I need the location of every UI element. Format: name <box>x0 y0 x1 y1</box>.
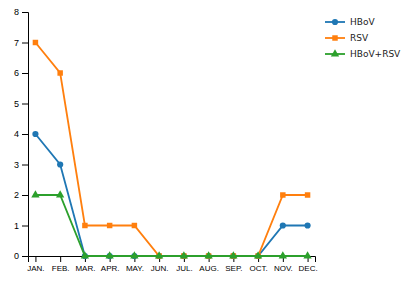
series-line <box>35 195 307 256</box>
marks <box>31 40 311 259</box>
x-tick-mark <box>60 256 61 262</box>
y-tick: 5 <box>14 99 28 109</box>
series-point <box>105 251 113 258</box>
y-tick: 3 <box>14 160 28 170</box>
series-point <box>57 70 62 75</box>
legend-label: HBoV <box>350 17 375 27</box>
x-axis: JAN. FEB. MAR. APR. MAY. JUN. JUL. AUG. SEP. OCT.… <box>27 256 317 273</box>
y-tick-mark <box>22 104 28 105</box>
series-point <box>304 222 310 228</box>
x-tick-label: APR. <box>101 264 120 273</box>
legend-item: HBoV+RSV <box>325 49 401 59</box>
series-point <box>229 251 237 258</box>
series-point <box>132 223 137 228</box>
y-tick: 6 <box>14 68 28 78</box>
legend-item: RSV <box>325 33 369 43</box>
series <box>33 40 311 259</box>
series-point <box>254 251 262 258</box>
y-tick-mark <box>22 195 28 196</box>
y-tick: 2 <box>14 190 28 200</box>
y-tick-mark <box>22 165 28 166</box>
series <box>31 190 311 258</box>
y-tick-mark <box>22 12 28 13</box>
x-tick-label: SEP. <box>225 264 242 273</box>
y-tick-label: 3 <box>14 160 19 170</box>
legend-marker <box>331 49 339 56</box>
x-tick-label: JUL. <box>176 264 192 273</box>
y-axis: 0 1 2 3 4 5 6 7 8 <box>14 7 29 261</box>
y-tick: 1 <box>14 221 28 231</box>
series-point <box>180 251 188 258</box>
x-tick-label: MAY. <box>126 264 144 273</box>
legend-marker <box>332 35 337 40</box>
x-tick: NOV. <box>274 256 293 273</box>
x-tick: FEB. <box>52 256 70 273</box>
y-tick-label: 0 <box>14 251 19 261</box>
y-axis-line <box>22 13 29 257</box>
x-tick-label: FEB. <box>52 264 70 273</box>
x-tick-label: OCT. <box>249 264 267 273</box>
series-point <box>305 192 310 197</box>
series-point <box>279 251 287 258</box>
x-tick-label: AUG. <box>199 264 219 273</box>
x-tick-label: MAR. <box>75 264 95 273</box>
series-point <box>82 223 87 228</box>
y-tick-label: 6 <box>14 68 19 78</box>
y-tick: 8 <box>14 7 28 17</box>
y-tick: 7 <box>14 38 28 48</box>
x-tick-label: JUN. <box>151 264 169 273</box>
series-point <box>31 190 39 197</box>
series-point <box>81 251 89 258</box>
series-line <box>35 134 307 256</box>
series-point <box>155 251 163 258</box>
plot: JAN. FEB. MAR. APR. MAY. JUN. JUL. AUG. SEP. OCT.… <box>14 7 318 272</box>
y-tick-label: 1 <box>14 221 19 231</box>
series-point <box>130 251 138 258</box>
legend: HBoV RSV HBoV+RSV <box>325 17 401 59</box>
x-tick-label: JAN. <box>27 264 44 273</box>
y-tick-label: 2 <box>14 190 19 200</box>
chart: JAN. FEB. MAR. APR. MAY. JUN. JUL. AUG. SEP. OCT.… <box>0 0 407 282</box>
y-tick-mark <box>22 256 28 257</box>
x-tick-label: NOV. <box>274 264 293 273</box>
y-tick-mark <box>22 134 28 135</box>
series-point <box>107 223 112 228</box>
series-point <box>280 222 286 228</box>
x-axis-line <box>29 257 316 263</box>
x-tick-mark <box>35 256 36 262</box>
x-tick-label: DEC. <box>299 264 318 273</box>
legend-label: HBoV+RSV <box>350 49 401 59</box>
y-tick: 0 <box>14 251 28 261</box>
y-tick-label: 4 <box>14 129 19 139</box>
legend-item: HBoV <box>325 17 375 27</box>
y-tick-mark <box>22 43 28 44</box>
y-tick-mark <box>22 226 28 227</box>
series-point <box>56 190 64 197</box>
y-tick: 4 <box>14 129 28 139</box>
y-tick-label: 7 <box>14 38 19 48</box>
series-line <box>35 43 307 257</box>
y-tick-label: 8 <box>14 7 19 17</box>
y-tick-mark <box>22 73 28 74</box>
legend-marker <box>332 19 338 25</box>
x-tick: JAN. <box>27 256 44 273</box>
series-point <box>280 192 285 197</box>
series-point <box>33 40 38 45</box>
x-tick: DEC. <box>299 256 318 273</box>
series-point <box>303 251 311 258</box>
series-point <box>204 251 212 258</box>
y-tick-label: 5 <box>14 99 19 109</box>
series-point <box>32 131 38 137</box>
series-point <box>57 161 63 167</box>
series <box>32 131 310 259</box>
legend-label: RSV <box>350 33 369 43</box>
